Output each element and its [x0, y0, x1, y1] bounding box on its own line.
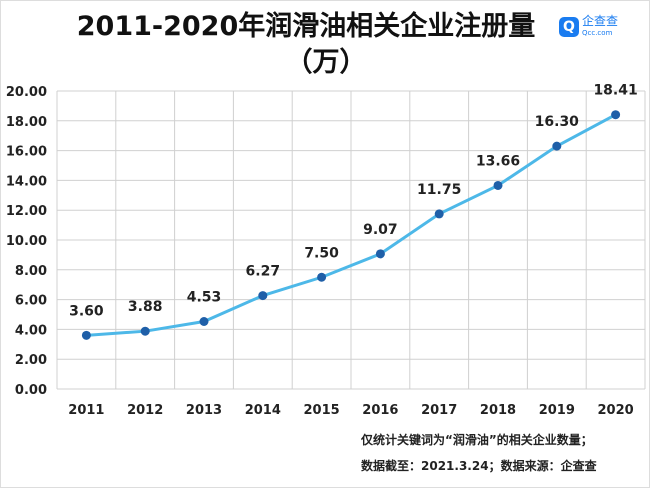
- data-point: [199, 317, 209, 327]
- y-tick-label: 20.00: [6, 85, 47, 100]
- data-label: 4.53: [187, 290, 222, 306]
- qcc-logo: Q 企查查 Qcc.com: [559, 15, 618, 39]
- y-tick-label: 6.00: [15, 294, 47, 309]
- data-label: 3.88: [128, 299, 163, 315]
- x-tick-label: 2011: [68, 403, 104, 418]
- y-tick-label: 14.00: [6, 174, 47, 189]
- data-label: 3.60: [69, 303, 104, 319]
- chart-title: 2011-2020年润滑油相关企业注册量 （万）: [1, 9, 649, 81]
- y-tick-label: 2.00: [15, 353, 47, 368]
- qcc-logo-icon: Q: [559, 17, 579, 37]
- y-tick-label: 16.00: [6, 145, 47, 160]
- data-point: [434, 209, 444, 219]
- x-tick-label: 2020: [598, 403, 634, 418]
- data-point: [552, 141, 562, 151]
- y-tick-label: 12.00: [6, 204, 47, 219]
- data-label: 16.30: [535, 114, 580, 130]
- data-point: [611, 110, 621, 120]
- data-label: 18.41: [593, 83, 637, 99]
- y-tick-label: 4.00: [15, 323, 47, 338]
- data-label: 9.07: [363, 222, 398, 238]
- data-point: [493, 180, 503, 190]
- x-tick-label: 2013: [186, 403, 222, 418]
- data-point: [140, 326, 150, 336]
- data-label: 7.50: [304, 245, 339, 261]
- note-keyword: 仅统计关键词为“润滑油”的相关企业数量；: [361, 433, 593, 447]
- y-tick-label: 10.00: [6, 234, 47, 249]
- logo-name: 企查查: [582, 14, 619, 28]
- x-tick-label: 2016: [362, 403, 398, 418]
- x-tick-label: 2014: [245, 403, 281, 418]
- logo-url: Qcc.com: [582, 29, 613, 37]
- data-label: 6.27: [246, 264, 281, 280]
- title-line-1: 2011-2020年润滑油相关企业注册量: [76, 11, 536, 42]
- data-label: 11.75: [417, 182, 461, 198]
- series-line: [86, 113, 617, 337]
- x-tick-label: 2015: [304, 403, 340, 418]
- title-line-2: （万）: [285, 47, 367, 78]
- x-tick-label: 2012: [127, 403, 163, 418]
- y-tick-label: 18.00: [6, 115, 47, 130]
- x-tick-label: 2017: [421, 403, 457, 418]
- data-label: 13.66: [476, 153, 520, 169]
- y-tick-label: 0.00: [15, 383, 47, 398]
- data-point: [81, 330, 91, 340]
- data-point: [375, 249, 385, 259]
- x-tick-label: 2018: [480, 403, 516, 418]
- note-source: 数据截至：2021.3.24；数据来源：企查查: [361, 459, 597, 473]
- data-point: [317, 272, 327, 282]
- x-tick-label: 2019: [539, 403, 575, 418]
- data-point: [258, 291, 268, 301]
- y-tick-label: 8.00: [15, 264, 47, 279]
